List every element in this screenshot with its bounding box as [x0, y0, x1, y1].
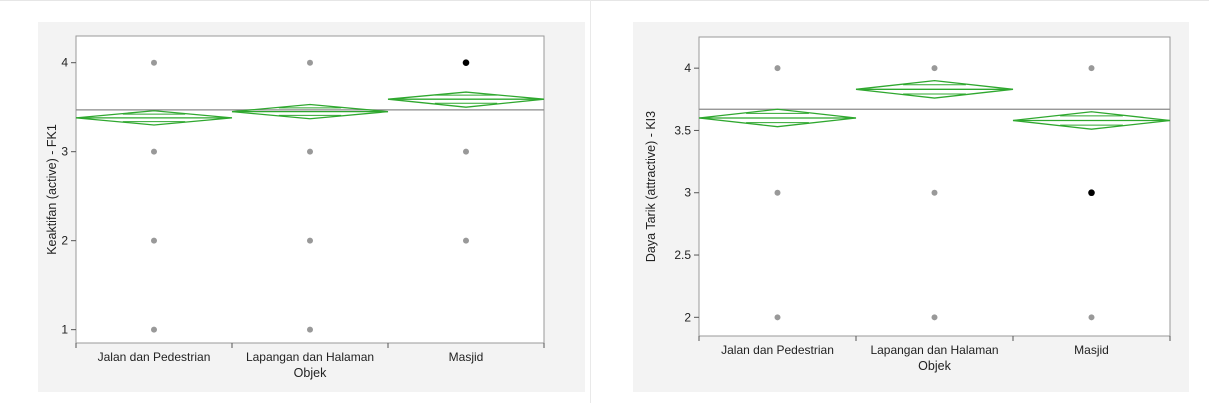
data-point: [307, 326, 313, 333]
x-category-label: Masjid: [1074, 343, 1109, 357]
x-category-label: Lapangan dan Halaman: [246, 350, 374, 364]
plot-frame: [75, 35, 545, 344]
data-point: [774, 189, 781, 196]
data-point: [307, 148, 313, 155]
x-category-label: Jalan dan Pedestrian: [98, 350, 211, 364]
oneway-chart-fk1: 1 2 3 4 Jalan dan Pedestrian Lapangan dan Hal…: [45, 35, 545, 380]
y-tick-label: 1: [61, 323, 68, 337]
highlighted-point: [462, 59, 470, 66]
data-point: [151, 148, 157, 155]
data-point: [1088, 65, 1095, 72]
x-category-label: Masjid: [449, 350, 484, 364]
highlighted-point: [1088, 189, 1095, 197]
y-axis-title: Daya Tarik (attractive) - KI3: [644, 111, 658, 262]
plot-frame: [698, 36, 1171, 337]
data-point: [307, 59, 313, 66]
data-point: [1088, 314, 1095, 321]
chart-panel-fk1: 1 2 3 4 Jalan dan Pedestrian Lapangan dan Hal…: [38, 22, 585, 392]
data-point: [463, 148, 469, 155]
data-point: [774, 65, 781, 72]
x-axis-title: Objek: [294, 366, 327, 380]
column-divider: [590, 0, 591, 403]
x-axis-title: Objek: [918, 359, 951, 373]
y-tick-label: 3: [684, 186, 691, 200]
data-point: [307, 237, 313, 244]
data-point: [931, 189, 938, 196]
y-tick-label: 3.5: [674, 123, 691, 137]
y-tick-label: 3: [61, 145, 68, 159]
y-tick-label: 2: [684, 310, 691, 324]
y-tick-label: 2: [61, 234, 68, 248]
oneway-chart-ki3: 2 2.5 3 3.5 4 Jalan dan Pedestrian Lapangan da…: [644, 36, 1171, 373]
chart-panel-ki3: 2 2.5 3 3.5 4 Jalan dan Pedestrian Lapangan da…: [633, 22, 1189, 392]
data-point: [151, 237, 157, 244]
x-category-label: Lapangan dan Halaman: [870, 343, 998, 357]
data-point: [151, 326, 157, 333]
y-tick-label: 4: [684, 61, 691, 75]
data-point: [931, 314, 938, 321]
x-category-label: Jalan dan Pedestrian: [721, 343, 834, 357]
data-point: [931, 65, 938, 72]
y-tick-label: 2.5: [674, 248, 691, 262]
y-axis-title: Keaktifan (active) - FK1: [45, 124, 59, 255]
top-rule: [0, 0, 1209, 1]
y-tick-label: 4: [61, 56, 68, 70]
data-point: [463, 237, 469, 244]
data-point: [151, 59, 157, 66]
data-point: [774, 314, 781, 321]
